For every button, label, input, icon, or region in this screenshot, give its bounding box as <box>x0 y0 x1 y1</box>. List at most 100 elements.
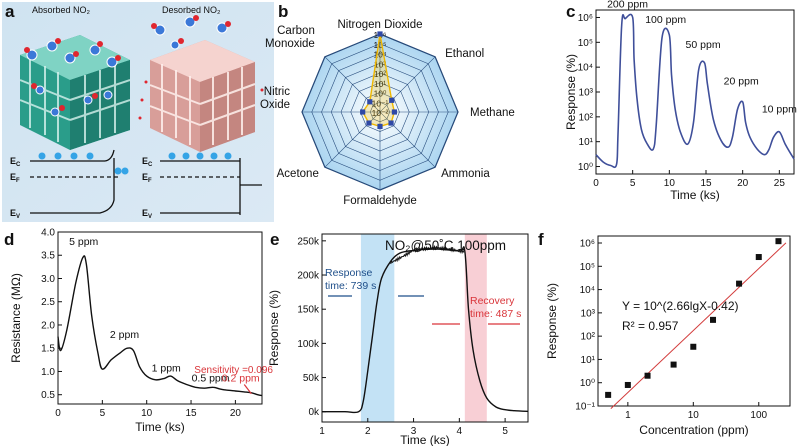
chart-e-noise-line <box>390 244 465 265</box>
chart-d-annotation: 2 ppm <box>110 329 139 341</box>
radar-data-point <box>367 99 373 105</box>
chart-d-ytick-label: 1.5 <box>41 344 55 355</box>
chart-f-data-point <box>605 391 612 398</box>
chart-c-ytick-label: 10⁰ <box>578 162 593 173</box>
radar-data-point <box>377 31 383 37</box>
chart-c-ytick-label: 10¹ <box>579 137 594 148</box>
chart-f-data-point <box>690 343 697 350</box>
chart-d-ytick-label: 3.0 <box>41 274 55 285</box>
chart-d-ytick-label: 2.0 <box>41 320 55 331</box>
chart-e-frame <box>321 233 529 423</box>
radar-axis-label: Nitrogen Dioxide <box>337 19 422 31</box>
chart-e-ytick-label: 100k <box>297 339 320 350</box>
chart-e-ytick-label: 50k <box>303 373 320 384</box>
chart-f-equation: Y = 10^(2.66lgX-0.42) <box>622 299 738 313</box>
chart-f-ytick-label: 10⁶ <box>580 239 595 250</box>
chart-f-xlabel: Concentration (ppm) <box>639 423 748 437</box>
chart-f-xtick-label: 10 <box>688 410 700 421</box>
chart-e-recovery-note: time: 487 s <box>470 308 521 320</box>
chart-d-sensitivity-note: Sensitivity =0.096 <box>194 365 273 376</box>
chart-f-data-point <box>710 316 717 323</box>
chart-f-ytick-label: 10⁵ <box>580 262 595 273</box>
chart-d-annotation: 1 ppm <box>152 362 181 374</box>
chart-d-ytick-label: 1.0 <box>41 367 55 378</box>
radar-data-point <box>388 120 394 126</box>
chart-e-xtick-label: 2 <box>365 426 371 437</box>
chart-f-data-point <box>736 280 743 287</box>
radar-radial-tick: 10⁰ <box>374 89 387 99</box>
chart-c-annotation: 20 ppm <box>724 76 759 88</box>
chart-d-xtick-label: 15 <box>185 408 197 419</box>
chart-c-response-curve: 0 5 10 15 20 25 10⁰ 10¹ 10² 10³ 10⁴ 10⁵ 10⁶ Time (ks)… <box>564 0 797 202</box>
radar-radial-tick: 10² <box>374 69 386 79</box>
band-diagram-absorbed <box>30 149 120 214</box>
chart-f-data-point <box>624 381 631 388</box>
chart-d-annotation: 0.5 ppm <box>192 373 230 385</box>
band-electrons-absorbed <box>38 152 129 175</box>
panel-label-f: f <box>538 230 544 249</box>
band-diagram-desorbed <box>160 158 262 215</box>
chart-e-response-note: Response <box>325 267 372 279</box>
chart-e-recovery-band <box>464 234 487 422</box>
panel-f: f 1 10 100 10⁻¹ 10⁰ 10¹ 10² 10³ 10⁴ 10⁵ 10⁶ Concent… <box>538 230 791 437</box>
panel-c: c 0 5 10 15 20 25 10⁰ 10¹ 10² 10³ 10⁴ 10⁵ 10⁶ Time (k… <box>564 0 797 202</box>
radar-axis-label: Carbon <box>277 25 315 37</box>
radar-radial-tick: 10⁻² <box>372 108 389 118</box>
chart-d-xlabel: Time (ks) <box>135 420 185 434</box>
band-electrons-desorbed <box>168 152 232 160</box>
panel-label-d: d <box>4 230 14 249</box>
panel-label-a: a <box>5 2 15 21</box>
chart-e-xtick-label: 5 <box>502 426 508 437</box>
chart-c-annotation: 50 ppm <box>686 39 721 51</box>
chart-d-annotation-arrow <box>243 384 252 395</box>
panel-d: d 0 5 10 15 20 0.5 1.0 1.5 2.0 2.5 3.0 3.5 4.0 Time (… <box>4 228 273 435</box>
chart-d-xtick-label: 5 <box>100 408 106 419</box>
ec-label-left: EC <box>10 156 21 168</box>
chart-f-ytick-label: 10⁰ <box>580 378 595 389</box>
radar-radial-tick: 10⁴ <box>373 50 386 60</box>
chart-e-xlabel: Time (ks) <box>400 433 450 446</box>
chart-d-xtick-label: 20 <box>230 408 242 419</box>
chart-c-ytick-label: 10⁵ <box>578 38 593 49</box>
radar-data-point <box>377 123 383 130</box>
radar-axis-label: Formaldehyde <box>343 195 417 207</box>
chart-f-frame <box>597 235 791 407</box>
panel-a: a Absorbed NO₂ Desorbed NO₂ <box>2 2 274 222</box>
chart-e-ytick-label: 200k <box>297 271 320 282</box>
chart-f-xtick-label: 100 <box>750 410 767 421</box>
chart-c-annotation: 10 ppm <box>762 103 797 115</box>
chart-e-ylabel: Response (%) <box>267 290 281 366</box>
radar-radial-tick: 10⁵ <box>374 40 387 50</box>
radar-data-point <box>360 109 366 115</box>
chart-c-xtick-label: 25 <box>774 178 786 189</box>
chart-e-ytick-label: 0k <box>308 407 320 418</box>
desorbed-title: Desorbed NO₂ <box>162 5 221 15</box>
absorbed-lattice-cube <box>19 35 131 150</box>
ef-label-right: EF <box>142 172 152 184</box>
chart-e-ytick-label: 250k <box>297 236 320 247</box>
chart-e-xtick-label: 4 <box>457 426 463 437</box>
panel-label-c: c <box>566 2 575 21</box>
chart-f-data-point <box>670 361 677 368</box>
chart-c-series-line <box>595 13 795 169</box>
radar-axis-label: Oxide <box>260 99 290 111</box>
ev-label-left: EV <box>10 208 20 220</box>
chart-d-annotation-red: 0.2 ppm <box>222 373 260 385</box>
chart-e-xtick-label: 3 <box>411 426 417 437</box>
chart-e-recovery-note: Recovery <box>470 295 515 307</box>
chart-d-resistance-curve: 0 5 10 15 20 0.5 1.0 1.5 2.0 2.5 3.0 3.5 4.0 Time (ks… <box>9 228 273 435</box>
chart-f-concentration-fit: 1 10 100 10⁻¹ 10⁰ 10¹ 10² 10³ 10⁴ 10⁵ 10⁶ Concentra… <box>545 235 791 437</box>
radar-axis-label: Nitric <box>264 86 290 98</box>
chart-c-frame <box>595 9 795 175</box>
chart-c-xtick-label: 5 <box>630 178 636 189</box>
chart-c-xtick-label: 15 <box>700 178 712 189</box>
chart-c-annotation: 100 ppm <box>645 14 686 26</box>
chart-f-ytick-label: 10² <box>581 332 596 343</box>
radar-axis-label: Methane <box>470 107 515 119</box>
radar-radial-tick: 10³ <box>374 59 386 69</box>
chart-e-xtick-label: 1 <box>319 426 325 437</box>
chart-f-xtick-label: 1 <box>625 410 631 421</box>
